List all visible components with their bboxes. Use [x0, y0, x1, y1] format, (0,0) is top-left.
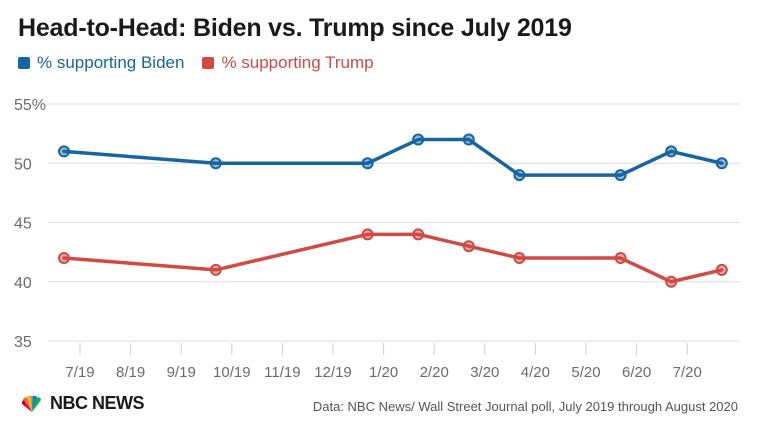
- series-line-biden: [62, 137, 724, 177]
- data-point-trump: [361, 228, 374, 241]
- data-point-biden: [665, 145, 678, 158]
- x-tick-label: 4/20: [521, 364, 550, 381]
- data-point-trump: [513, 252, 526, 265]
- data-point-trump: [412, 228, 425, 241]
- nbc-news-logo: NBC NEWS: [18, 393, 145, 414]
- x-tick-label: 1/20: [369, 364, 398, 381]
- x-tick-label: 12/19: [314, 364, 352, 381]
- data-point-biden: [513, 169, 526, 182]
- y-tick-label: 35: [14, 334, 32, 351]
- x-tick-label: 2/20: [420, 364, 449, 381]
- legend-swatch-biden: [18, 57, 30, 69]
- data-point-biden: [58, 145, 70, 158]
- legend: % supporting Biden % supporting Trump: [18, 53, 374, 73]
- legend-item-biden: % supporting Biden: [18, 53, 184, 73]
- data-point-biden: [361, 157, 374, 170]
- series-line-trump: [62, 232, 724, 284]
- data-point-trump: [462, 240, 475, 253]
- legend-label-trump: % supporting Trump: [221, 53, 374, 72]
- x-tick-label: 7/20: [673, 364, 702, 381]
- x-tick-label: 6/20: [622, 364, 651, 381]
- y-tick-label: 50: [14, 156, 32, 173]
- x-tick-label: 9/19: [167, 364, 196, 381]
- y-tick-label: 40: [14, 275, 32, 292]
- data-point-trump: [665, 275, 678, 288]
- x-tick-label: 7/19: [65, 364, 94, 381]
- data-point-biden: [715, 157, 728, 170]
- logo-text: NBC NEWS: [50, 393, 145, 413]
- data-point-biden: [412, 133, 425, 146]
- data-point-trump: [715, 263, 728, 276]
- legend-swatch-trump: [202, 57, 215, 69]
- peacock-icon: [21, 395, 41, 412]
- x-tick-label: 5/20: [571, 364, 600, 381]
- x-tick-label: 8/19: [116, 364, 145, 381]
- x-tick-label: 3/20: [470, 364, 499, 381]
- data-point-biden: [462, 133, 475, 146]
- chart-title: Head-to-Head: Biden vs. Trump since July…: [18, 14, 572, 42]
- x-tick-label: 10/19: [213, 364, 251, 381]
- y-tick-label: 55%: [14, 97, 46, 114]
- legend-label-biden: % supporting Biden: [37, 53, 185, 72]
- x-tick-label: 11/19: [264, 364, 300, 381]
- legend-item-trump: % supporting Trump: [202, 53, 374, 73]
- data-point-trump: [209, 263, 222, 276]
- source-note: Data: NBC News/ Wall Street Journal poll…: [312, 399, 738, 414]
- data-point-biden: [209, 157, 222, 170]
- data-point-biden: [614, 169, 627, 182]
- data-point-trump: [614, 252, 627, 265]
- y-tick-label: 45: [14, 216, 32, 233]
- data-point-trump: [58, 252, 70, 265]
